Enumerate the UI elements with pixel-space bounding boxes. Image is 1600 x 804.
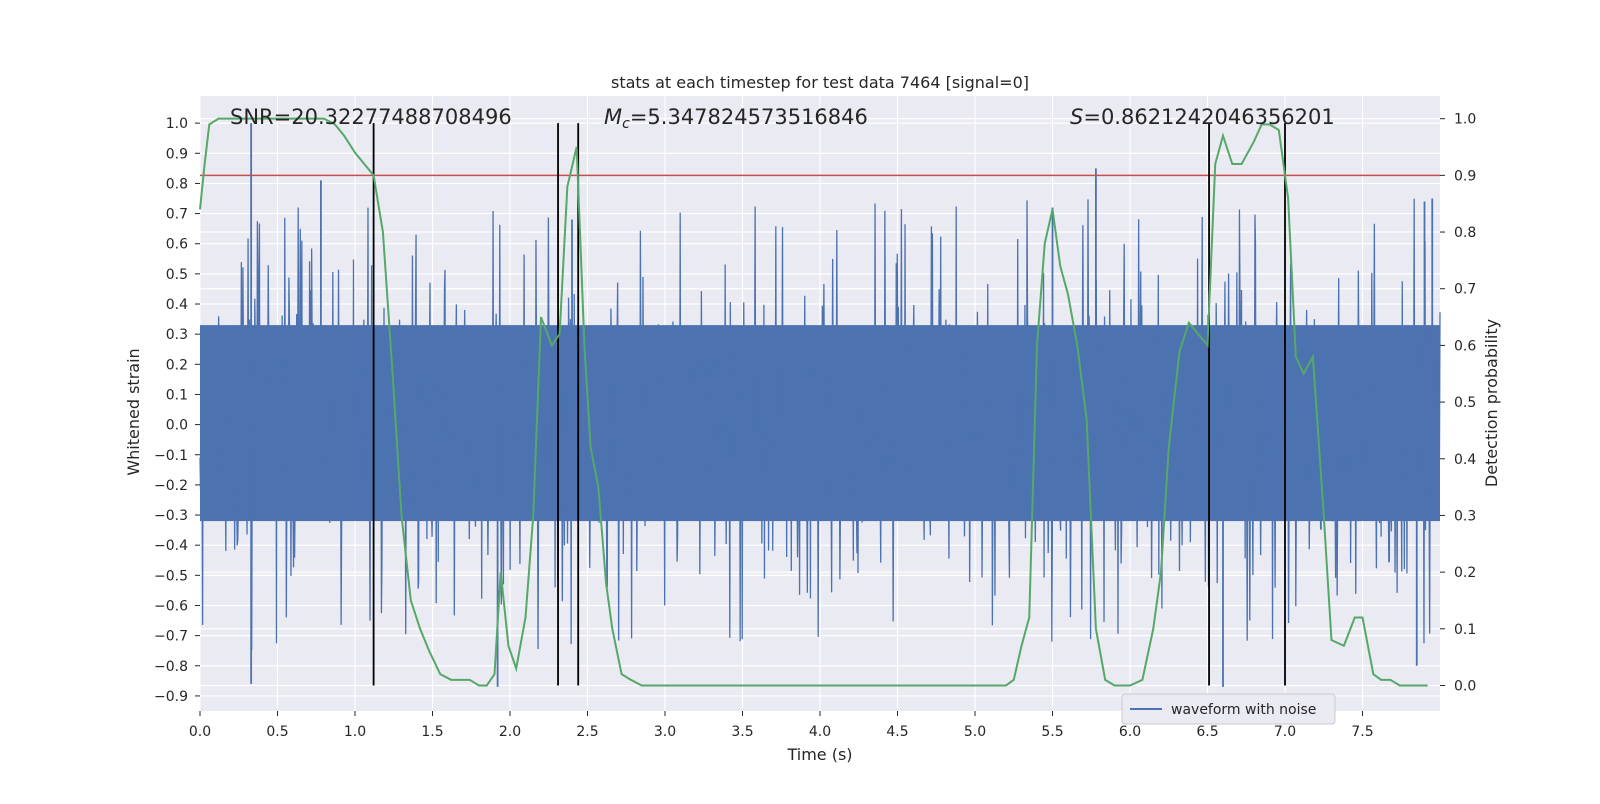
y-right-axis-label: Detection probability: [1482, 319, 1501, 487]
legend-label: waveform with noise: [1171, 702, 1316, 718]
y-tick-label: 0.4: [166, 297, 188, 313]
y-tick-label: 0.3: [166, 327, 188, 343]
y-right-tick-label: 0.5: [1454, 395, 1476, 411]
y-ticks: 1.0 0.9 0.8 0.7 0.6 0.5 0.4 0.3 0.2 0.1 0.0 −0.1 −0.…: [154, 116, 200, 705]
x-tick-label: 7.5: [1351, 724, 1373, 740]
y-right-tick-label: 0.6: [1454, 338, 1476, 354]
y-tick-label: 1.0: [166, 116, 188, 132]
y-tick-label: −0.7: [154, 629, 188, 645]
chart-title: stats at each timestep for test data 746…: [611, 73, 1029, 92]
x-tick-label: 2.5: [576, 724, 598, 740]
waveform-line: [199, 198, 1441, 650]
x-tick-label: 0.0: [189, 724, 211, 740]
y-tick-label: −0.3: [154, 508, 188, 524]
y-right-tick-label: 1.0: [1454, 112, 1476, 128]
x-tick-label: 1.5: [421, 724, 443, 740]
y-right-tick-label: 0.1: [1454, 622, 1476, 638]
x-tick-label: 5.0: [964, 724, 986, 740]
mc-subscript: c: [622, 116, 630, 132]
mc-value: =5.347824573516846: [630, 105, 868, 129]
y-right-ticks: 1.0 0.9 0.8 0.7 0.6 0.5 0.4 0.3 0.2 0.1 0.0: [1440, 112, 1476, 694]
vertical-lines: [372, 123, 1286, 686]
y-tick-label: −0.2: [154, 478, 188, 494]
x-tick-label: 1.0: [344, 724, 366, 740]
x-tick-label: 6.0: [1119, 724, 1141, 740]
y-right-tick-label: 0.2: [1454, 565, 1476, 581]
y-tick-label: 0.6: [166, 237, 188, 253]
x-tick-label: 4.5: [886, 724, 908, 740]
y-axis-label: Whitened strain: [124, 348, 143, 475]
x-ticks: 0.0 0.5 1.0 1.5 2.0 2.5 3.0 3.5 4.0 4.5 5.0 5.5 6.0 6…: [189, 711, 1374, 740]
x-axis-label: Time (s): [786, 745, 852, 764]
x-tick-label: 4.0: [809, 724, 831, 740]
detection-probability-line: [199, 117, 1428, 687]
y-right-tick-label: 0.4: [1454, 452, 1476, 468]
y-tick-label: 0.9: [166, 146, 188, 162]
x-tick-label: 6.5: [1196, 724, 1218, 740]
waveform-series: [199, 123, 1441, 687]
y-tick-label: −0.6: [154, 598, 188, 614]
y-right-tick-label: 0.7: [1454, 282, 1476, 298]
y-right-tick-label: 0.8: [1454, 225, 1476, 241]
x-tick-label: 2.0: [499, 724, 521, 740]
y-tick-label: 0.0: [166, 418, 188, 434]
s-annotation: S=0.8621242046356201: [1070, 105, 1335, 129]
probability-series: [199, 117, 1428, 687]
mc-symbol: M: [604, 105, 622, 129]
snr-annotation: SNR=20.32277488708496: [230, 105, 512, 129]
legend: waveform with noise: [1121, 693, 1336, 725]
x-tick-label: 3.0: [654, 724, 676, 740]
y-tick-label: 0.7: [166, 207, 188, 223]
y-tick-label: −0.4: [154, 538, 188, 554]
y-right-tick-label: 0.3: [1454, 508, 1476, 524]
y-tick-label: 0.8: [166, 176, 188, 192]
y-tick-label: −0.5: [154, 568, 188, 584]
y-tick-label: 0.1: [166, 387, 188, 403]
s-value: =0.8621242046356201: [1083, 105, 1334, 129]
legend-box: [1121, 693, 1336, 725]
y-tick-label: 0.5: [166, 267, 188, 283]
y-tick-label: −0.9: [154, 689, 188, 705]
x-tick-label: 0.5: [266, 724, 288, 740]
y-right-tick-label: 0.9: [1454, 168, 1476, 184]
x-tick-label: 3.5: [731, 724, 753, 740]
x-tick-label: 5.5: [1041, 724, 1063, 740]
y-tick-label: −0.1: [154, 448, 188, 464]
x-tick-label: 7.0: [1274, 724, 1296, 740]
y-right-tick-label: 0.0: [1454, 678, 1476, 694]
mc-annotation: Mc=5.347824573516846: [604, 105, 868, 132]
s-symbol: S: [1070, 105, 1083, 129]
y-tick-label: −0.8: [154, 659, 188, 675]
y-tick-label: 0.2: [166, 357, 188, 373]
